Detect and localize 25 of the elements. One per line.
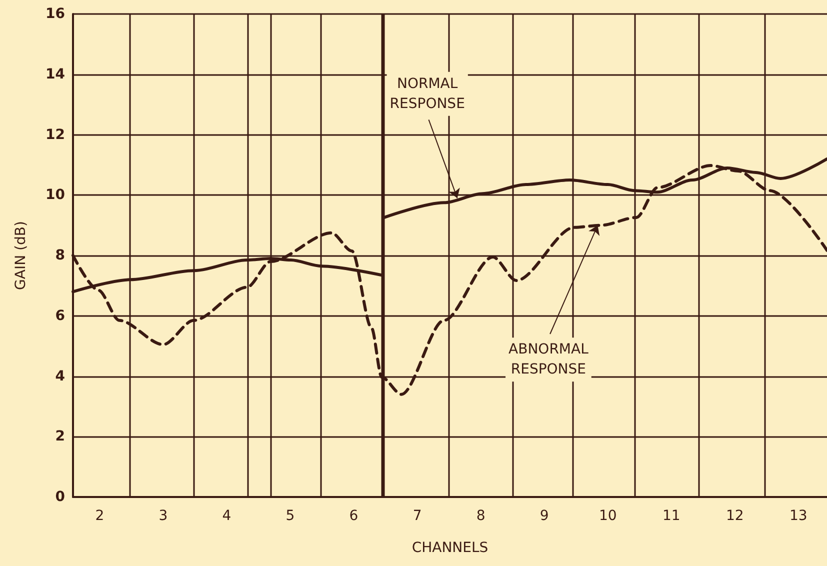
x-tick-label: 2 <box>95 508 104 524</box>
y-axis-title: GAIN (dB) <box>13 221 29 290</box>
x-tick-label: 5 <box>286 508 295 524</box>
x-tick-label: 12 <box>726 508 744 524</box>
y-tick-label: 0 <box>55 489 66 505</box>
y-tick-label: 10 <box>46 187 66 204</box>
annotation: ABNORMAL RESPONSE <box>508 342 589 378</box>
x-tick-label: 3 <box>158 508 168 524</box>
x-tick-label: 8 <box>476 508 486 524</box>
annotation: NORMAL RESPONSE <box>390 76 465 112</box>
x-tick-label: 9 <box>540 508 549 524</box>
y-tick-label: 14 <box>46 66 66 82</box>
y-tick-label: 8 <box>55 248 65 264</box>
x-axis-title: CHANNELS <box>412 540 488 556</box>
x-tick-label: 7 <box>412 508 422 524</box>
x-tick-label: 6 <box>349 508 358 524</box>
y-tick-label: 6 <box>55 308 65 324</box>
y-tick-label: 2 <box>55 428 65 445</box>
y-tick-label: 12 <box>46 126 65 143</box>
x-tick-label: 13 <box>790 508 808 524</box>
x-tick-label: 11 <box>662 508 680 524</box>
x-tick-label: 4 <box>222 508 232 524</box>
y-tick-label: 16 <box>46 6 65 22</box>
y-tick-label: 4 <box>55 368 66 384</box>
x-tick-label: 10 <box>598 508 617 524</box>
